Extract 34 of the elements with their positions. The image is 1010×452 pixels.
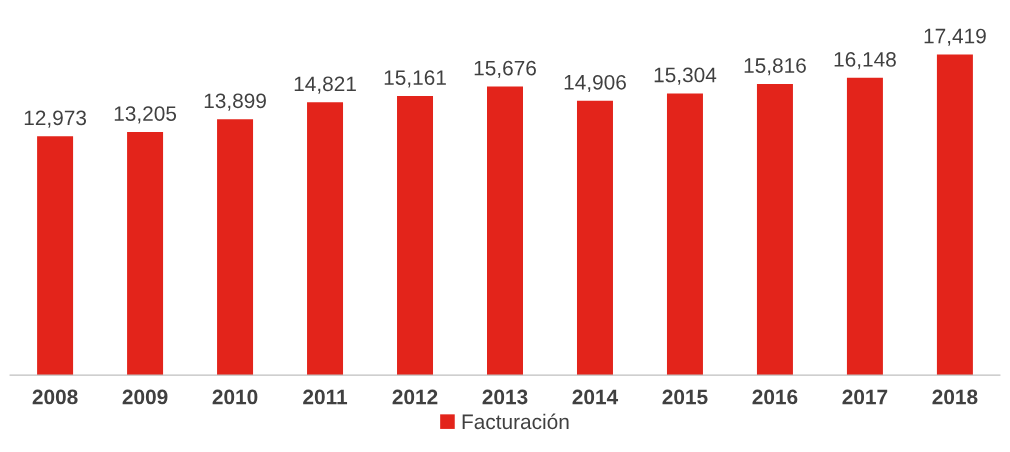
legend-label: Facturación xyxy=(462,413,569,430)
bar xyxy=(756,83,793,376)
data-label: 15,304 xyxy=(654,67,717,85)
x-tick-label: 2008 xyxy=(32,389,78,405)
data-label: 15,816 xyxy=(744,58,806,76)
x-tick-label: 2016 xyxy=(752,389,798,405)
x-tick-label: 2012 xyxy=(392,389,438,405)
x-tick-label: 2009 xyxy=(122,389,168,405)
data-label: 12,973 xyxy=(24,110,87,128)
data-label: 13,205 xyxy=(114,106,177,124)
bar xyxy=(37,136,74,376)
x-tick-label: 2015 xyxy=(662,389,708,405)
x-tick-label: 2014 xyxy=(572,389,619,405)
bar xyxy=(397,96,434,376)
data-label: 15,161 xyxy=(384,70,446,88)
bar xyxy=(576,100,613,376)
bar xyxy=(217,119,254,376)
data-label: 14,821 xyxy=(294,76,356,94)
bar xyxy=(127,132,164,376)
x-tick-label: 2011 xyxy=(303,389,348,405)
data-label: 14,906 xyxy=(564,74,626,93)
data-label: 15,676 xyxy=(474,60,536,78)
x-tick-label: 2018 xyxy=(932,389,978,405)
bar xyxy=(666,93,703,376)
x-tick-label: 2010 xyxy=(212,389,258,405)
bar xyxy=(846,77,883,376)
bar xyxy=(487,86,523,376)
x-tick-label: 2013 xyxy=(482,389,528,405)
bar xyxy=(936,54,973,376)
bar xyxy=(307,102,344,376)
data-label: 16,148 xyxy=(834,52,896,70)
x-tick-label: 2017 xyxy=(842,389,888,405)
data-label: 17,419 xyxy=(924,28,986,46)
data-label: 13,899 xyxy=(204,93,266,111)
